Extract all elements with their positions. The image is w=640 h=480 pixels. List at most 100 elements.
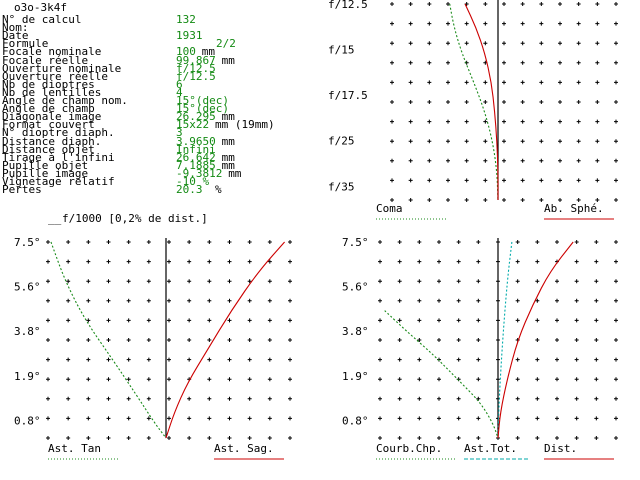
scale-note-text: f/1000 [0,2% de dist.]	[62, 212, 208, 225]
grid-mark	[515, 259, 520, 264]
grid-mark	[576, 21, 581, 26]
grid-mark	[417, 436, 422, 440]
grid-mark	[378, 377, 382, 382]
grid-mark	[288, 298, 292, 303]
report-title: o3o-3k4f	[14, 1, 67, 14]
grid-mark	[456, 357, 461, 362]
info-value: -9.3812	[176, 166, 223, 180]
grid-mark	[456, 240, 461, 244]
grid-mark	[390, 21, 394, 26]
grid-mark	[595, 158, 600, 163]
grid-mark	[66, 396, 71, 401]
grid-mark	[555, 338, 559, 342]
grid-mark	[614, 436, 618, 440]
grid-mark	[378, 279, 382, 284]
grid-mark	[614, 416, 618, 421]
grid-mark	[207, 436, 212, 440]
grid-mark	[397, 298, 402, 303]
grid-mark	[520, 178, 525, 183]
grid-mark	[267, 338, 272, 342]
info-unit: mm	[221, 110, 235, 124]
info-label: N° dioptre diaph.	[2, 126, 115, 140]
grid-mark	[288, 396, 292, 401]
grid-mark	[614, 158, 618, 163]
grid-mark	[408, 178, 413, 183]
grid-mark	[397, 279, 402, 284]
series-line	[165, 241, 285, 439]
y-tick-label: 5.6°	[342, 281, 369, 294]
grid-mark	[86, 298, 91, 303]
y-tick-label: 0.8°	[342, 414, 369, 427]
info-label: Focale réelle	[2, 53, 89, 67]
grid-mark	[288, 377, 292, 382]
grid-mark	[555, 318, 559, 323]
grid-mark	[558, 198, 562, 202]
info-value: 26.295	[176, 110, 216, 124]
grid-mark	[227, 396, 232, 401]
grid-mark	[378, 416, 382, 421]
legend-label: Ast.Tot.	[464, 442, 517, 455]
grid-mark	[408, 21, 413, 26]
grid-mark	[520, 41, 525, 46]
info-label: Distance objet	[2, 142, 95, 156]
grid-mark	[594, 318, 599, 323]
grid-mark	[515, 298, 520, 303]
y-tick-label: 3.8°	[342, 325, 369, 338]
grid-mark	[378, 436, 382, 440]
grid-mark	[464, 198, 469, 202]
grid-mark	[390, 178, 394, 183]
grid-mark	[576, 139, 581, 144]
grid-mark	[397, 318, 402, 323]
scale-note: __ f/1000 [0,2% de dist.]	[48, 212, 208, 225]
grid-mark	[594, 279, 599, 284]
grid-mark	[408, 158, 413, 163]
grid-mark	[66, 240, 71, 244]
grid-mark	[464, 178, 469, 183]
grid-mark	[515, 416, 520, 421]
info-unit: mm	[201, 45, 216, 59]
grid-mark	[146, 396, 151, 401]
grid-mark	[247, 240, 252, 244]
grid-mark	[535, 279, 540, 284]
grid-mark	[574, 279, 579, 284]
grid-mark	[427, 2, 432, 6]
grid-mark	[288, 357, 292, 362]
grid-mark	[476, 357, 481, 362]
grid-mark	[247, 259, 252, 264]
grid-mark	[614, 119, 618, 124]
grid-mark	[483, 2, 488, 6]
grid-mark	[464, 100, 469, 104]
info-label: Pupille objet	[2, 158, 89, 172]
grid-mark	[437, 240, 441, 244]
grid-mark	[535, 357, 540, 362]
grid-mark	[207, 396, 212, 401]
grid-mark	[535, 338, 540, 342]
grid-mark	[515, 377, 520, 382]
grid-mark	[390, 80, 394, 85]
grid-mark	[227, 298, 232, 303]
grid-mark	[46, 279, 50, 284]
grid-mark	[555, 377, 559, 382]
info-value: 15x22	[176, 118, 210, 132]
grid-mark	[187, 416, 192, 421]
grid-mark	[502, 158, 506, 163]
grid-mark	[555, 240, 559, 244]
grid-mark	[558, 60, 562, 65]
grid-mark	[558, 119, 562, 124]
grid-mark	[408, 119, 413, 124]
grid-mark	[456, 396, 461, 401]
grid-mark	[408, 139, 413, 144]
grid-mark	[502, 2, 506, 6]
grid-mark	[437, 279, 441, 284]
info-label: Nb de dioptres	[2, 77, 95, 91]
grid-mark	[390, 60, 394, 65]
grid-mark	[555, 279, 559, 284]
grid-mark	[427, 100, 432, 104]
grid-mark	[558, 178, 562, 183]
grid-mark	[594, 416, 599, 421]
grid-mark	[187, 436, 192, 440]
grid-mark	[146, 318, 151, 323]
legend-label: Courb.Chp.	[376, 442, 442, 455]
grid-mark	[456, 298, 461, 303]
grid-mark	[558, 2, 562, 6]
